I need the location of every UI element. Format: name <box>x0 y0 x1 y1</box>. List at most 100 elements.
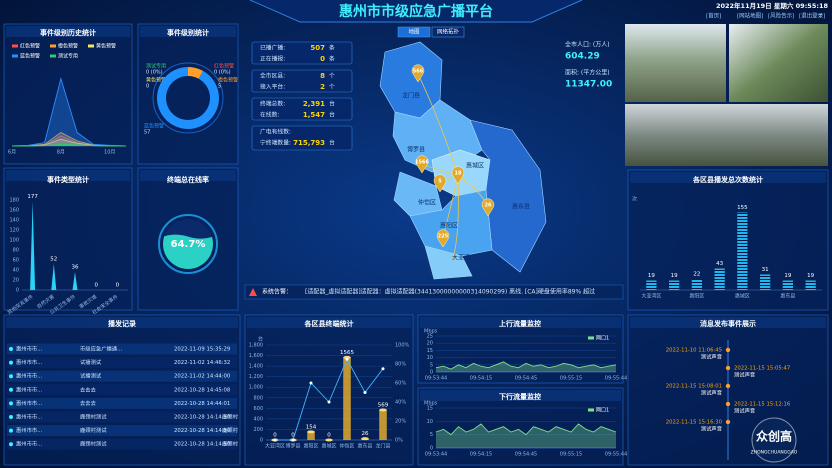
map-tab[interactable] <box>431 26 465 38</box>
header-link[interactable]: [风险告示] <box>768 12 794 20</box>
header-link[interactable]: [首页] <box>706 12 721 20</box>
y-tick-label: 60% <box>395 381 406 387</box>
panel-title: 事件类型统计 <box>47 175 89 184</box>
stat-label: 宁终端数量: <box>260 139 291 147</box>
map-pin[interactable] <box>451 166 465 185</box>
stat-unit: 个 <box>329 73 335 80</box>
line-point[interactable] <box>291 438 295 442</box>
table-row[interactable] <box>7 357 237 369</box>
bar[interactable] <box>379 409 387 440</box>
stat-label: 全市区县: <box>260 72 285 80</box>
map-region[interactable] <box>469 119 547 273</box>
table-cell: 试播测试 <box>80 372 102 380</box>
timeline-dot[interactable] <box>725 365 731 371</box>
x-tick-label: 09:55:44 <box>605 376 627 382</box>
stat-box <box>251 97 353 121</box>
timeline-dot[interactable] <box>725 383 731 389</box>
line-point[interactable] <box>381 367 385 371</box>
legend-swatch <box>50 54 56 58</box>
line-point[interactable] <box>363 391 367 394</box>
region-count: 26 <box>485 203 492 209</box>
table-cell: 2022-11-02 14:46:32 <box>174 360 230 366</box>
table-row[interactable] <box>7 411 237 423</box>
line-point[interactable] <box>273 438 277 442</box>
table-row[interactable] <box>7 425 237 437</box>
line-point[interactable] <box>345 357 349 361</box>
bar[interactable] <box>72 272 78 290</box>
donut-segment[interactable] <box>188 67 204 79</box>
table-row[interactable] <box>7 370 237 382</box>
x-tick-label: 09:55:15 <box>560 452 582 458</box>
y-tick-label: 0 <box>430 446 433 452</box>
table-row[interactable] <box>7 343 237 355</box>
region-count: 1566 <box>415 160 429 166</box>
map-tab-label[interactable]: 地图 <box>408 28 420 36</box>
table-cell: 惠州市市... <box>16 372 43 380</box>
bar[interactable] <box>51 264 57 290</box>
x-tick-label: 惠阳区 <box>689 293 704 300</box>
stat-box <box>251 69 353 93</box>
table-row[interactable] <box>7 397 237 409</box>
timeline-dot[interactable] <box>725 419 731 425</box>
stat-label: 终端总数: <box>260 100 285 108</box>
map-pin[interactable] <box>411 64 425 83</box>
row-icon <box>9 360 13 365</box>
legend-label: 红色预警 <box>20 43 40 50</box>
table-cell: 市级应急广播通... <box>80 345 122 353</box>
region-count: 566 <box>413 69 424 75</box>
table-cell: 惠州市市... <box>16 385 43 393</box>
panel-header <box>630 172 826 183</box>
panel-title: 事件级别统计 <box>167 28 209 37</box>
population-value: 604.29 <box>565 52 600 62</box>
camera-photo[interactable] <box>625 24 726 102</box>
x-tick-label: 10月 <box>104 150 115 156</box>
map-pin[interactable] <box>481 198 495 217</box>
bar[interactable] <box>307 431 315 440</box>
timeline-dot[interactable] <box>725 347 731 353</box>
y-tick-label: 1,000 <box>249 385 263 391</box>
stat-label: 接入平台: <box>260 83 285 91</box>
map-tab-label[interactable]: 网络拓扑 <box>437 28 460 36</box>
x-tick-label: 惠阳区 <box>303 443 318 450</box>
map-pin[interactable] <box>436 229 450 248</box>
bar-value-label: 0 <box>116 283 120 289</box>
table-row[interactable] <box>7 384 237 396</box>
panel <box>244 314 414 466</box>
bar[interactable] <box>343 357 351 440</box>
bar-value-label: 569 <box>378 402 389 408</box>
donut-value: 0 (0%) <box>214 70 231 76</box>
stat-unit: 条 <box>329 44 335 52</box>
header-link[interactable]: [退出登录] <box>799 12 825 20</box>
region-name: 仲恺区 <box>418 199 436 207</box>
header-link[interactable]: [网站地图] <box>737 12 763 20</box>
x-tick-label: 09:54:45 <box>515 452 537 458</box>
bar-value-label: 52 <box>50 257 57 263</box>
watermark-badge <box>751 417 797 463</box>
camera-photo[interactable] <box>625 104 828 166</box>
bar-value-label: 177 <box>27 194 38 200</box>
y-tick-label: 120 <box>9 228 19 234</box>
timeline-dot[interactable] <box>725 401 731 407</box>
map-pin[interactable] <box>415 155 429 174</box>
row-icon <box>9 401 13 406</box>
line-point[interactable] <box>309 381 313 385</box>
bar-value-label: 1565 <box>340 350 354 356</box>
y-tick-label: 40% <box>395 400 406 406</box>
bar[interactable] <box>30 201 36 291</box>
table-cell: 惠州市市... <box>16 426 43 434</box>
camera-photo[interactable] <box>729 24 828 102</box>
map-pin[interactable] <box>433 174 447 193</box>
line-point[interactable] <box>327 400 331 404</box>
panel-title: 播发记录 <box>108 319 136 328</box>
table-cell: 惠州市市... <box>16 399 43 407</box>
donut-label: 测试专用 <box>146 63 166 70</box>
map-region[interactable] <box>424 245 473 280</box>
table-row[interactable] <box>7 438 237 450</box>
x-tick-label: 惠东县 <box>357 443 372 450</box>
y-tick-label: 25 <box>427 334 433 340</box>
y-tick-label: 600 <box>253 406 263 412</box>
y-tick-label: 180 <box>9 198 19 204</box>
x-tick-label: 09:54:15 <box>470 452 492 458</box>
table-cell: 惠州市市... <box>16 440 43 448</box>
map-tab[interactable] <box>397 26 431 38</box>
